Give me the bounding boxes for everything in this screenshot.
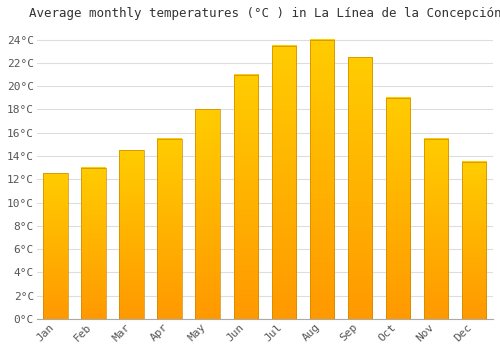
Bar — [196, 110, 220, 319]
Bar — [310, 40, 334, 319]
Bar — [234, 75, 258, 319]
Bar — [348, 57, 372, 319]
Bar — [120, 150, 144, 319]
Bar — [44, 174, 68, 319]
Bar — [462, 162, 486, 319]
Bar — [386, 98, 410, 319]
Bar — [424, 139, 448, 319]
Bar — [158, 139, 182, 319]
Bar — [272, 46, 296, 319]
Title: Average monthly temperatures (°C ) in La Línea de la Concepción: Average monthly temperatures (°C ) in La… — [28, 7, 500, 20]
Bar — [82, 168, 106, 319]
